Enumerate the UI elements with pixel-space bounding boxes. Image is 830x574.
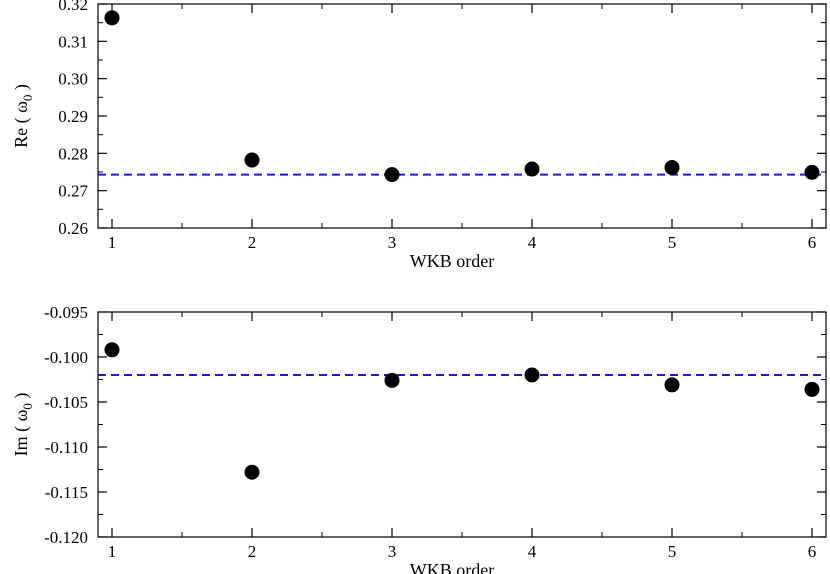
x-tick-label: 3	[388, 233, 397, 252]
x-tick-label: 4	[528, 233, 537, 252]
y-tick-label: 0.26	[58, 219, 88, 238]
y-tick-label: -0.115	[45, 483, 88, 502]
y-tick-label: 0.31	[58, 32, 88, 51]
y-axis-title: Re ( ω0 )	[11, 84, 35, 148]
data-point	[384, 167, 400, 183]
x-tick-label: 4	[528, 542, 537, 561]
x-tick-label: 1	[108, 233, 117, 252]
x-tick-label: 5	[668, 233, 677, 252]
data-point	[664, 377, 680, 393]
x-tick-label: 2	[248, 542, 257, 561]
x-tick-label: 6	[808, 542, 817, 561]
x-tick-label: 2	[248, 233, 257, 252]
y-tick-label: -0.095	[44, 303, 88, 322]
x-axis-title: WKB order	[410, 560, 494, 574]
data-point	[524, 367, 540, 383]
plot-frame	[97, 311, 827, 538]
chart-imag-part: 1 2 3 4 5 6 -0.120 -0.115 -0.110 -0.105 -0.100 -0.0…	[11, 303, 827, 574]
data-point	[664, 160, 680, 176]
plot-frame	[97, 3, 827, 229]
y-tick-label: -0.110	[45, 438, 88, 457]
data-point	[104, 342, 120, 358]
y-tick-label: 0.29	[58, 107, 88, 126]
y-tick-label: -0.120	[44, 528, 88, 547]
data-point	[804, 381, 820, 397]
y-tick-label: -0.105	[44, 393, 88, 412]
y-tick-label: 0.27	[58, 182, 88, 201]
x-axis-title: WKB order	[410, 251, 494, 271]
y-axis-title-subscript: 0	[20, 95, 35, 102]
data-point	[244, 152, 260, 168]
y-axis-title-subscript: 0	[20, 403, 35, 410]
x-tick-label: 5	[668, 542, 677, 561]
y-axis-title-main: Re ( ω	[11, 101, 32, 148]
x-tick-label: 6	[808, 233, 817, 252]
y-axis-title-close: )	[11, 84, 32, 95]
data-point	[244, 464, 260, 480]
y-axis-title: Im ( ω0 )	[11, 393, 35, 457]
y-axis-title-close: )	[11, 393, 32, 404]
y-tick-label: -0.100	[44, 348, 88, 367]
chart-real-part: 1 2 3 4 5 6 0.26 0.27 0.28 0.29 0.30 0.31 0.32 WKB or…	[11, 0, 827, 271]
x-tick-label: 1	[108, 542, 117, 561]
y-tick-label: 0.32	[58, 0, 88, 14]
data-point	[384, 372, 400, 388]
y-axis-title-main: Im ( ω	[11, 409, 32, 456]
y-tick-label: 0.28	[58, 144, 88, 163]
x-tick-label: 3	[388, 542, 397, 561]
y-tick-label: 0.30	[58, 70, 88, 89]
data-point	[524, 161, 540, 177]
data-point	[104, 10, 120, 26]
data-point	[804, 164, 820, 180]
